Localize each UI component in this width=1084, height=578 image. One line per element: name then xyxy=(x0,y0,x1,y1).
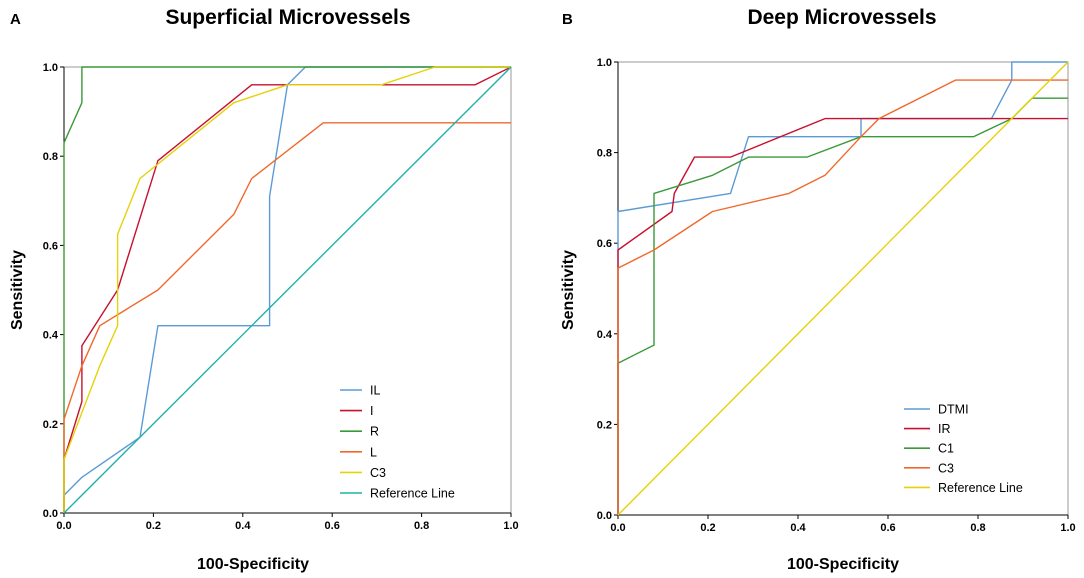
series-line-r xyxy=(63,66,511,513)
series-line-reference-line xyxy=(63,66,512,514)
x-tick-label: 0.8 xyxy=(970,522,985,534)
x-tick-label: 0.0 xyxy=(610,522,625,534)
legend-label: IL xyxy=(370,384,380,398)
chart-title: Deep Microvessels xyxy=(747,6,936,29)
legend-label: C3 xyxy=(370,466,386,480)
legend-label: Reference Line xyxy=(370,487,455,501)
legend-label: L xyxy=(370,445,377,459)
series-line-l xyxy=(63,122,511,513)
series-line-c3 xyxy=(617,79,1068,515)
panel-letter: B xyxy=(562,11,573,28)
series-line-c3 xyxy=(63,66,511,513)
legend-label: Reference Line xyxy=(938,481,1023,495)
series-line-dtmi xyxy=(617,61,1068,515)
y-tick-label: 0.2 xyxy=(43,419,58,431)
x-axis-title: 100-Specificity xyxy=(787,556,899,573)
x-tick-label: 0.6 xyxy=(880,522,895,534)
y-tick-label: 1.0 xyxy=(597,57,612,69)
y-tick-label: 0.8 xyxy=(597,148,612,160)
x-tick-label: 0.2 xyxy=(146,520,161,532)
y-tick-label: 0.2 xyxy=(597,419,612,431)
x-tick-label: 0.0 xyxy=(56,520,71,532)
chart-title: Superficial Microvessels xyxy=(165,6,410,29)
y-axis-title: Sensitivity xyxy=(560,250,577,330)
y-tick-label: 0.0 xyxy=(43,508,58,520)
y-tick-label: 1.0 xyxy=(43,62,58,74)
x-tick-label: 0.8 xyxy=(414,520,429,532)
x-axis-title: 100-Specificity xyxy=(197,556,309,573)
y-axis-title: Sensitivity xyxy=(9,250,26,330)
y-tick-label: 0.4 xyxy=(43,330,59,342)
y-tick-label: 0.0 xyxy=(597,510,612,522)
series-line-il xyxy=(63,66,511,513)
panel-letter: A xyxy=(10,11,21,28)
legend-label: IR xyxy=(938,422,951,436)
panel-deep: 0.0 0.2 0.4 0.6 0.8 1.0 0.0 0.2 0.4 0.6 0.8 1.0 B Dee… xyxy=(560,6,1076,573)
x-tick-label: 0.2 xyxy=(700,522,715,534)
x-tick-label: 1.0 xyxy=(503,520,518,532)
legend-label: C1 xyxy=(938,442,954,456)
series-line-ir xyxy=(617,117,1068,515)
legend-label: DTMI xyxy=(938,403,969,417)
y-tick-label: 0.6 xyxy=(597,238,612,250)
y-tick-label: 0.8 xyxy=(43,151,58,163)
x-tick-label: 1.0 xyxy=(1060,522,1075,534)
legend-label: C3 xyxy=(938,461,954,475)
y-tick-label: 0.4 xyxy=(597,329,613,341)
legend-label: I xyxy=(370,404,373,418)
legend-label: R xyxy=(370,425,379,439)
panel-superficial: 0.0 0.2 0.4 0.6 0.8 1.0 0.0 0.2 0.4 0.6 0.8 1.0 A Sup… xyxy=(9,6,519,573)
series-line-reference-line xyxy=(617,61,1069,516)
x-tick-label: 0.6 xyxy=(325,520,340,532)
x-tick-label: 0.4 xyxy=(790,522,806,534)
y-tick-label: 0.6 xyxy=(43,240,58,252)
x-tick-label: 0.4 xyxy=(235,520,251,532)
